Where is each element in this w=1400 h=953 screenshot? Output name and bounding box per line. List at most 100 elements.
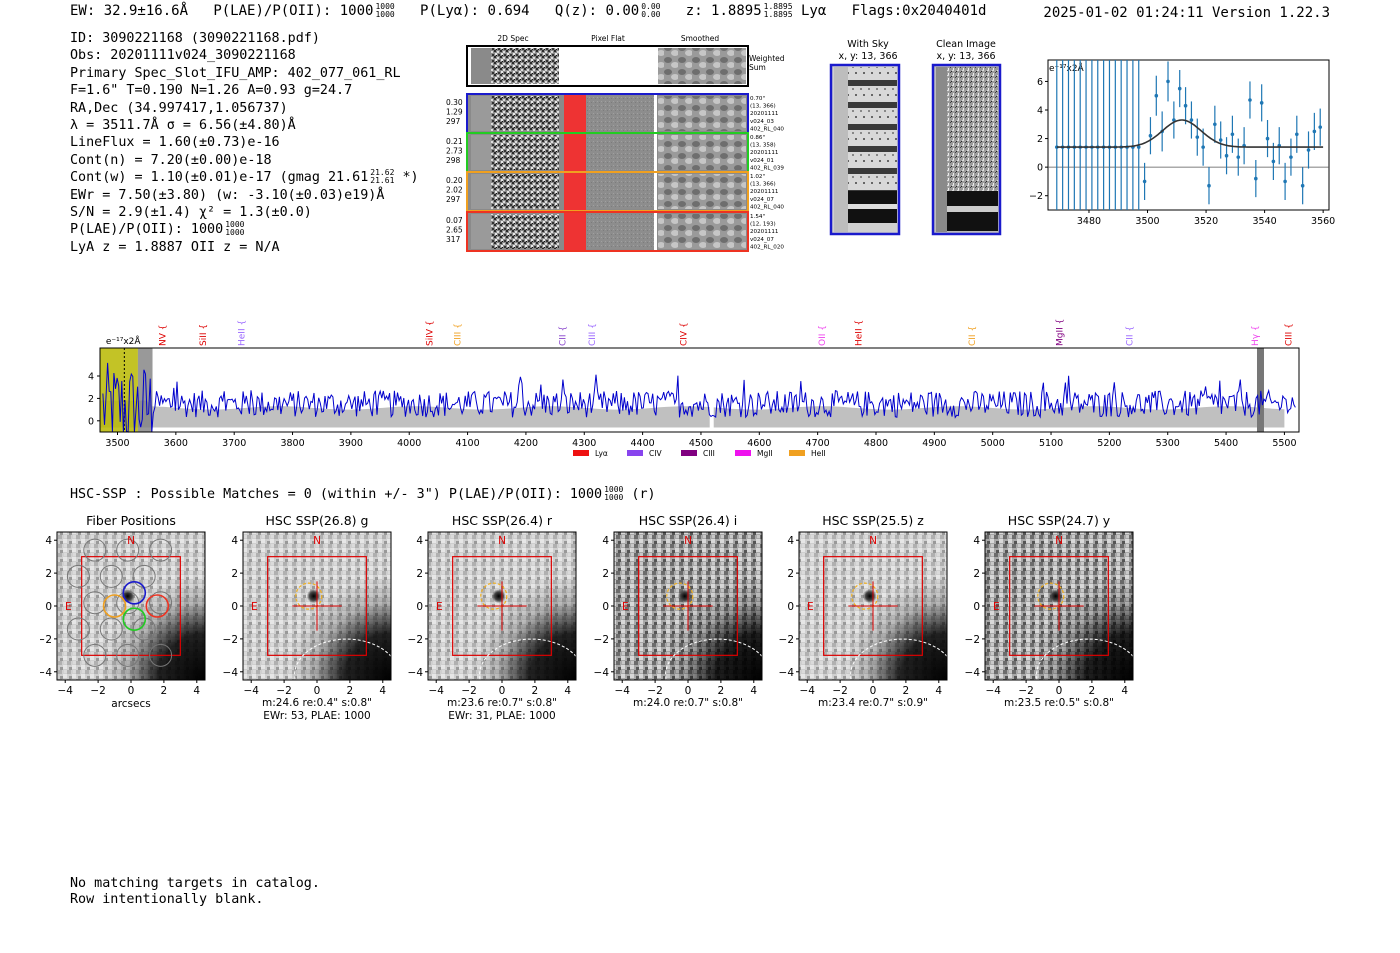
hsc-ytick-label: −2 [40,634,52,646]
emission-line-label: CIII { [454,323,464,346]
fit-point [1213,122,1217,127]
cutout-left-label: 297 [446,117,461,126]
fit-point [1306,148,1311,152]
emission-line-label: SiIV { [426,320,436,346]
spectrum-legend-swatch [627,450,643,456]
spectrum-line [102,362,1296,433]
cutout-smoothed [658,96,746,131]
with-sky-coords: x, y: 13, 366 [838,51,897,62]
hsc-ytick-label: 4 [787,535,794,547]
flags-value: Flags:0x2040401d [851,3,987,19]
spectrum-legend-swatch [681,450,697,456]
compass-north: N [127,535,135,547]
hsc-source [1048,589,1063,604]
hsc-aperture-box [638,556,738,656]
emission-line-label: CIII { [1284,323,1294,346]
fit-point [1254,176,1258,181]
hsc-ytick-label: 4 [973,535,980,547]
compass-east: E [251,601,258,613]
hsc-ytick-label: −2 [594,634,609,646]
hsc-ytick-label: 4 [416,535,423,547]
hsc-ytick-label: 0 [973,601,980,613]
hsc-caption-1: m:23.4 re:0.7" s:0.9" [818,697,928,709]
with-sky-title: With Sky [847,39,889,50]
masked-region [1256,348,1264,432]
hsc-xtick-label: 2 [532,685,539,697]
timestamp: 2025-01-02 01:24:11 Version 1.22.3 [1043,5,1330,21]
hsc-ytick-label: 2 [602,568,609,580]
fit-xtick-label: 3560 [1311,216,1335,227]
cutout-left-label: 297 [446,195,461,204]
hsc-ytick-label: −4 [779,667,795,679]
fiber-circle [132,617,156,641]
hsc-ytick-label: −4 [223,667,239,679]
cutout-pixelflat [586,214,654,249]
spectrum-xtick-label: 5500 [1272,438,1296,449]
fiber-circle [149,591,173,615]
hsc-panel-title: HSC SSP(26.4) i [639,513,737,528]
fit-point [1195,135,1200,139]
hsc-panels: Fiber Positions N E −4 −4 −2 −2 0 0 2 2 4 4 arcsecs HS… [40,513,1142,722]
hsc-xtick-label: 4 [1121,685,1128,697]
cutout-left-label: 1.29 [446,108,463,117]
spectrum-xtick-label: 4600 [747,438,771,449]
spectrum-legend-label: HeII [811,449,826,458]
fit-point [1136,145,1141,149]
hsc-xtick-label: 0 [499,685,506,697]
hsc-xtick-label: 2 [1089,685,1096,697]
cutout-right-label: 402_RL_020 [750,244,784,250]
hsc-ytick-label: 0 [602,601,609,613]
spectrum-xtick-label: 3700 [222,438,246,449]
compass-east: E [436,601,443,613]
hsc-ytick-label: −2 [408,634,423,646]
fiber-circle [149,538,173,562]
plae-lo: 1000 [375,10,395,19]
fit-point [1289,155,1293,159]
fiber-circle [83,591,107,615]
cutout-header-2dspec: 2D Spec [497,34,528,43]
fit-ytick-label: 2 [1037,134,1043,145]
fit-xtick-label: 3500 [1135,216,1159,227]
emission-line-label: SiII { [199,324,209,346]
info-lambda: λ = 3511.7Å σ = 6.56(±4.80)Å [70,117,296,133]
cutout-right-label: 1.54" [750,214,765,220]
spectrum-xtick-label: 4200 [514,438,538,449]
cutout-divider [654,213,657,250]
hsc-panel: Fiber Positions N E −4 −4 −2 −2 0 0 2 2 4 4 arcsecs [40,513,206,710]
fit-point [1148,133,1153,138]
hsc-xtick-label: 0 [1056,685,1063,697]
cutout-right-label: 402_RL_040 [750,126,784,132]
cutout-smoothed [658,214,746,249]
fit-gaussian-curve [1056,119,1324,148]
spectrum-xtick-label: 3800 [280,438,304,449]
cutout-smoothed [658,135,746,170]
cutout-divider [654,134,657,171]
hsc-xtick-label: 2 [161,685,168,697]
spectrum-xtick-label: 5400 [1214,438,1238,449]
cutout-right-label: (13, 358) [750,143,776,149]
hsc-panel: HSC SSP(26.8) g N E −4 −4 −2 −2 0 0 2 2 4 4 m:24.6 re… [223,513,400,722]
hsc-xtick-label: −4 [57,685,73,697]
hsc-ytick-label: 2 [231,568,238,580]
fiber-circle [116,643,140,667]
emission-line-label: CII { [559,326,569,346]
hsc-ytick-label: 4 [602,535,609,547]
spectrum-xtick-label: 3500 [105,438,129,449]
cutout-right-label: v024_07 [750,197,774,203]
fit-point [1154,93,1159,98]
spectrum-inset-ylabel: e⁻¹⁷x2Å [106,335,142,347]
hsc-ytick-label: 4 [231,535,238,547]
hsc-xtick-label: −4 [243,685,259,697]
fiber-circle [149,643,173,667]
hsc-caption-1: m:23.6 re:0.7" s:0.8" [447,697,557,709]
cutout-right-label: (13, 366) [750,104,776,110]
compass-north: N [869,535,877,547]
cutout-right-label: v024_07 [750,237,774,243]
hsc-aperture-box [267,556,367,656]
qz-lo: 0.00 [641,10,661,19]
info-obs: Obs: 20201111v024_3090221168 [70,48,296,64]
compass-east: E [993,601,1000,613]
hsc-panel-title: HSC SSP(26.4) r [452,513,553,528]
spectrum-legend-label: MgII [757,449,773,458]
compass-east: E [807,601,814,613]
